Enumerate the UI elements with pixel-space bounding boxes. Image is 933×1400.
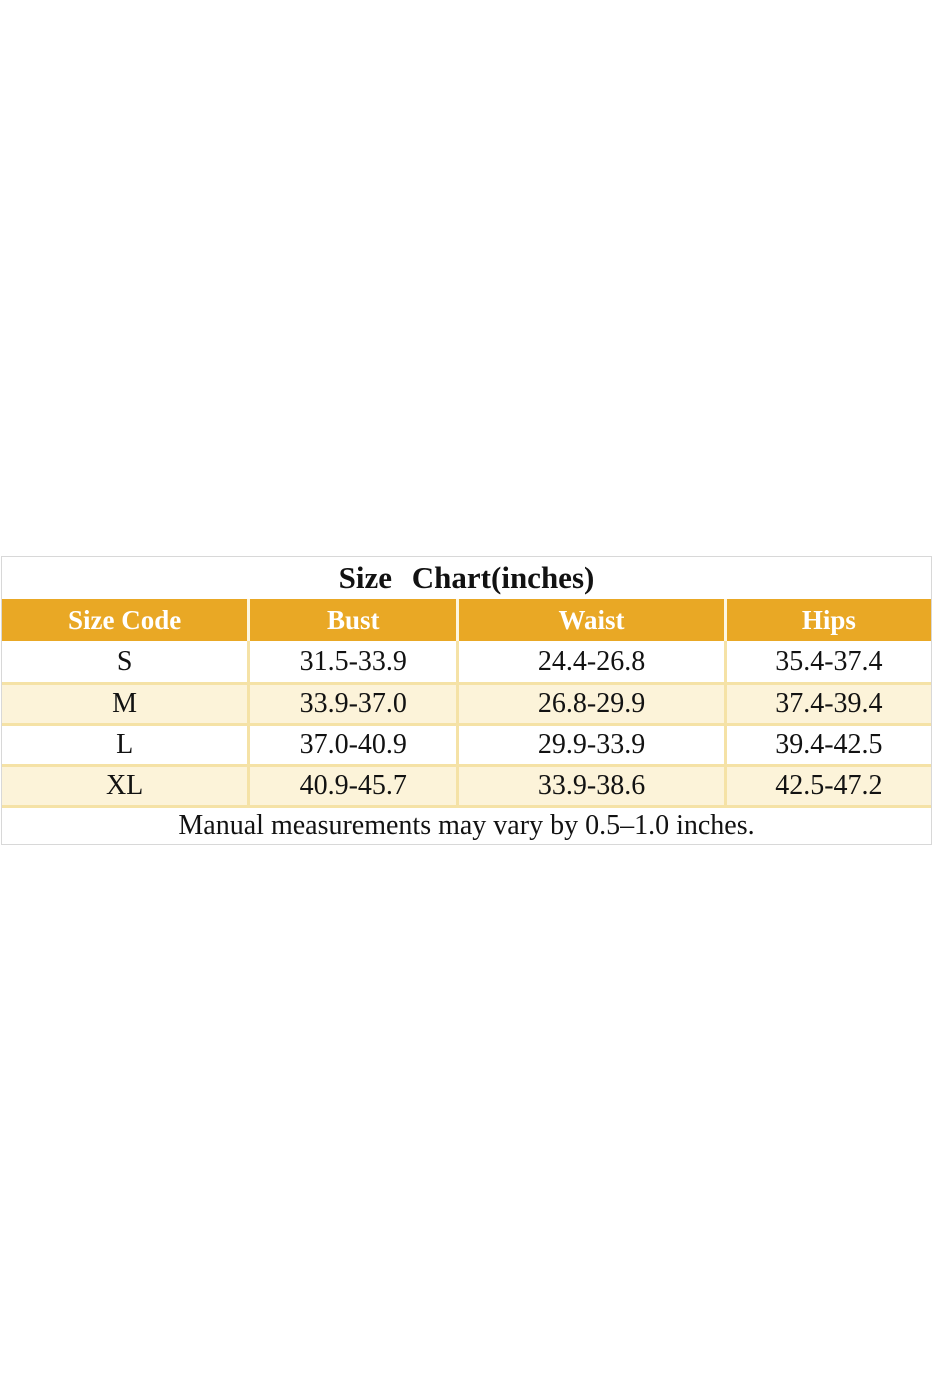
bust-cell: 40.9-45.7	[247, 764, 457, 805]
bust-cell: 33.9-37.0	[247, 682, 457, 723]
size-code-cell: L	[2, 723, 248, 764]
col-header-waist: Waist	[456, 599, 724, 641]
table-row-s: S 31.5-33.9 24.4-26.8 35.4-37.4	[2, 641, 931, 682]
size-chart-table: Size Chart(inches) Size Code Bust Waist …	[1, 556, 932, 845]
size-code-cell: M	[2, 682, 248, 723]
size-chart-body: S 31.5-33.9 24.4-26.8 35.4-37.4 M 33.9-3…	[2, 641, 931, 805]
size-chart-title: Size Chart(inches)	[2, 557, 931, 599]
waist-cell: 26.8-29.9	[456, 682, 724, 723]
col-header-hips: Hips	[723, 599, 931, 641]
hips-cell: 39.4-42.5	[723, 723, 931, 764]
waist-cell: 29.9-33.9	[456, 723, 724, 764]
waist-cell: 24.4-26.8	[456, 641, 724, 682]
hips-cell: 35.4-37.4	[723, 641, 931, 682]
size-code-cell: XL	[2, 764, 248, 805]
col-header-bust: Bust	[247, 599, 457, 641]
table-row-l: L 37.0-40.9 29.9-33.9 39.4-42.5	[2, 723, 931, 764]
waist-cell: 33.9-38.6	[456, 764, 724, 805]
size-code-cell: S	[2, 641, 248, 682]
hips-cell: 42.5-47.2	[723, 764, 931, 805]
size-chart: Size Code Bust Waist Hips S 31.5-33.9 24…	[2, 599, 931, 805]
table-row-xl: XL 40.9-45.7 33.9-38.6 42.5-47.2	[2, 764, 931, 805]
header-row: Size Code Bust Waist Hips	[2, 599, 931, 641]
bust-cell: 31.5-33.9	[247, 641, 457, 682]
size-chart-footnote: Manual measurements may vary by 0.5–1.0 …	[2, 805, 931, 844]
table-row-m: M 33.9-37.0 26.8-29.9 37.4-39.4	[2, 682, 931, 723]
size-chart-header: Size Code Bust Waist Hips	[2, 599, 931, 641]
col-header-size-code: Size Code	[2, 599, 248, 641]
bust-cell: 37.0-40.9	[247, 723, 457, 764]
hips-cell: 37.4-39.4	[723, 682, 931, 723]
